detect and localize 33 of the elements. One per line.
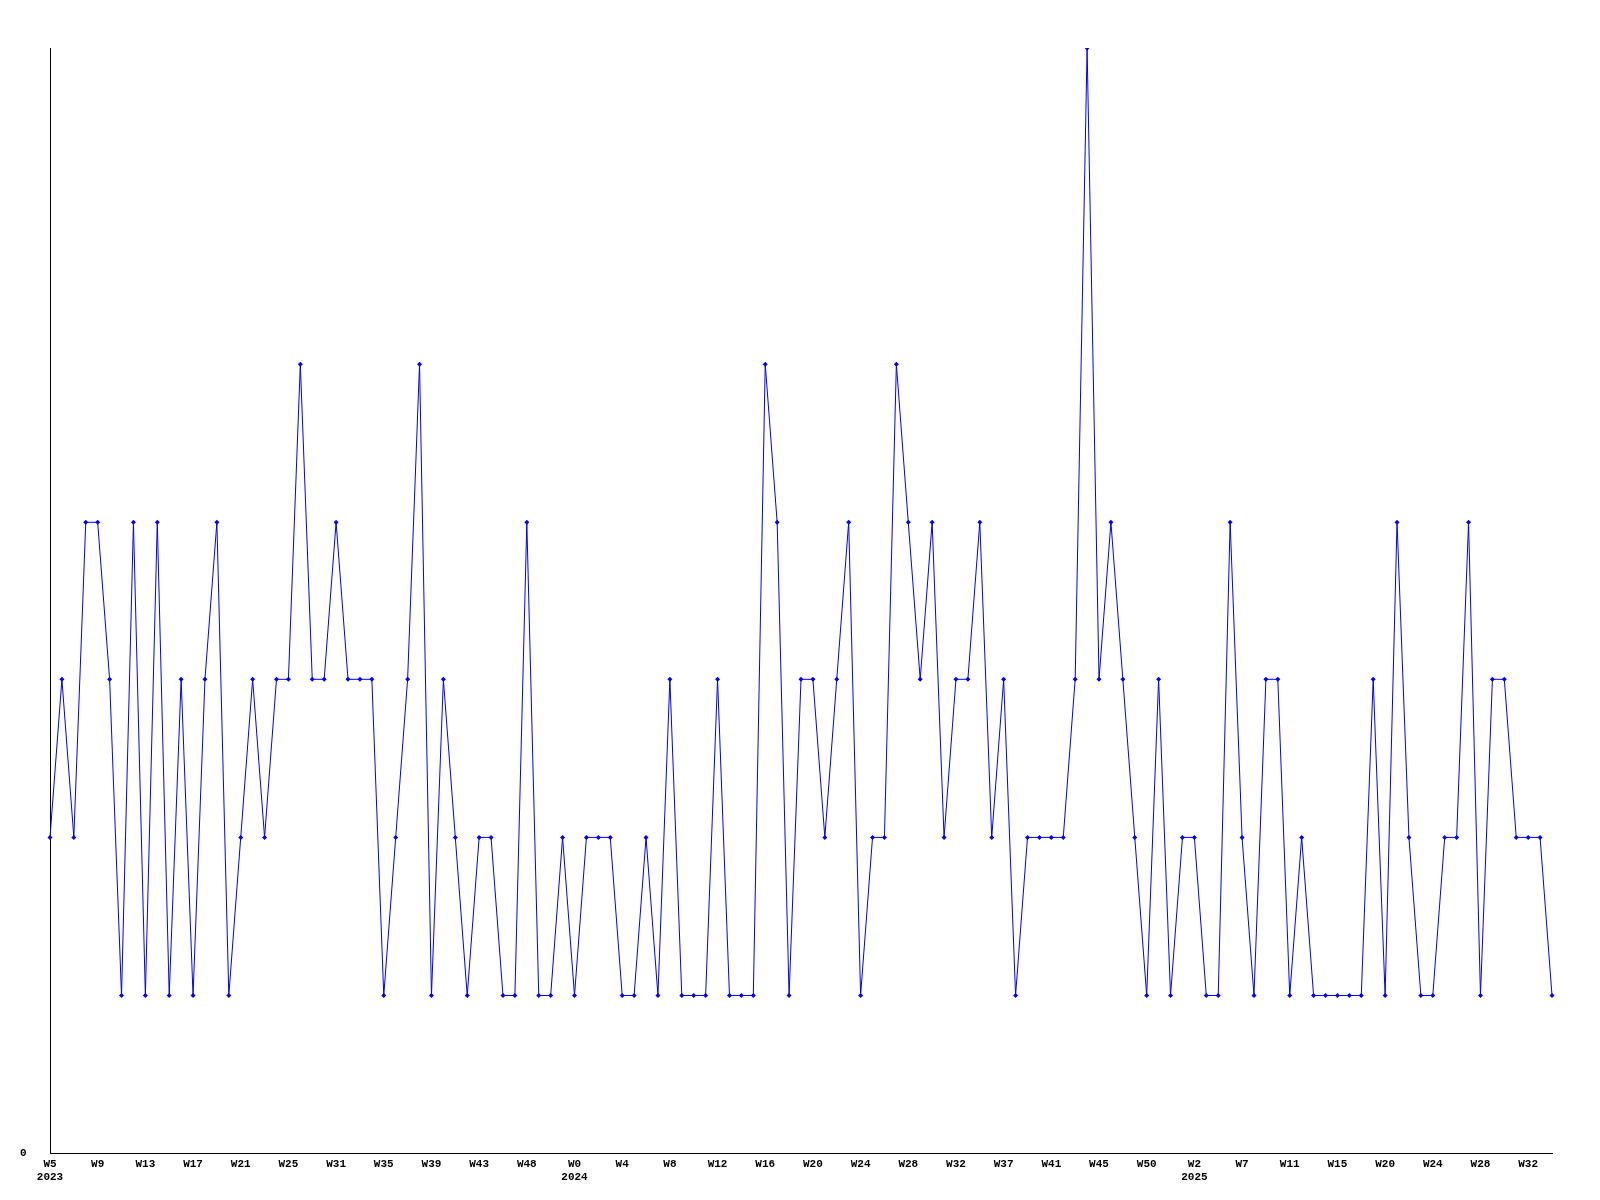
- x-tick-label: W28: [898, 1157, 919, 1170]
- x-tick-label: W37: [993, 1157, 1014, 1170]
- x-tick-label: W25: [278, 1157, 299, 1170]
- x-tick-label: W15: [1327, 1157, 1348, 1170]
- x-tick-label: W5 2023: [36, 1157, 64, 1184]
- x-tick-label: W21: [230, 1157, 252, 1170]
- x-tick-label: W45: [1089, 1157, 1110, 1170]
- x-tick-label: W24: [1422, 1157, 1444, 1170]
- x-tick-label: W4: [615, 1157, 630, 1170]
- x-tick-label: W17: [183, 1157, 203, 1170]
- x-tick-label: W7: [1235, 1157, 1249, 1170]
- x-tick-label: W48: [516, 1157, 538, 1170]
- x-tick-label: W24: [850, 1157, 871, 1170]
- text: 0: [20, 1147, 27, 1160]
- x-tick-label: W20: [1375, 1157, 1396, 1170]
- x-tick-label: W28: [1470, 1157, 1491, 1170]
- x-tick-label: W35: [373, 1157, 395, 1170]
- x-tick-label: W13: [135, 1157, 156, 1170]
- x-tick-label: W31: [326, 1157, 347, 1170]
- x-tick-label: W16: [755, 1157, 776, 1170]
- x-tick-label: W32: [1518, 1157, 1539, 1170]
- x-tick-label: W32: [946, 1157, 966, 1170]
- x-tick-label: W8: [663, 1157, 677, 1170]
- x-tick-label: W12: [707, 1157, 728, 1170]
- x-tick-label: W39: [421, 1157, 442, 1170]
- x-tick-label: W2 2025: [1181, 1157, 1208, 1184]
- x-tick-label: W11: [1279, 1157, 1301, 1170]
- x-tick-label: W41: [1041, 1157, 1062, 1170]
- x-tick-label: W9: [91, 1157, 105, 1170]
- x-tick-label: W50: [1136, 1157, 1157, 1170]
- x-tick-label: W20: [803, 1157, 823, 1170]
- x-tick-label: W0 2024: [561, 1157, 589, 1184]
- x-tick-label: W43: [469, 1157, 490, 1170]
